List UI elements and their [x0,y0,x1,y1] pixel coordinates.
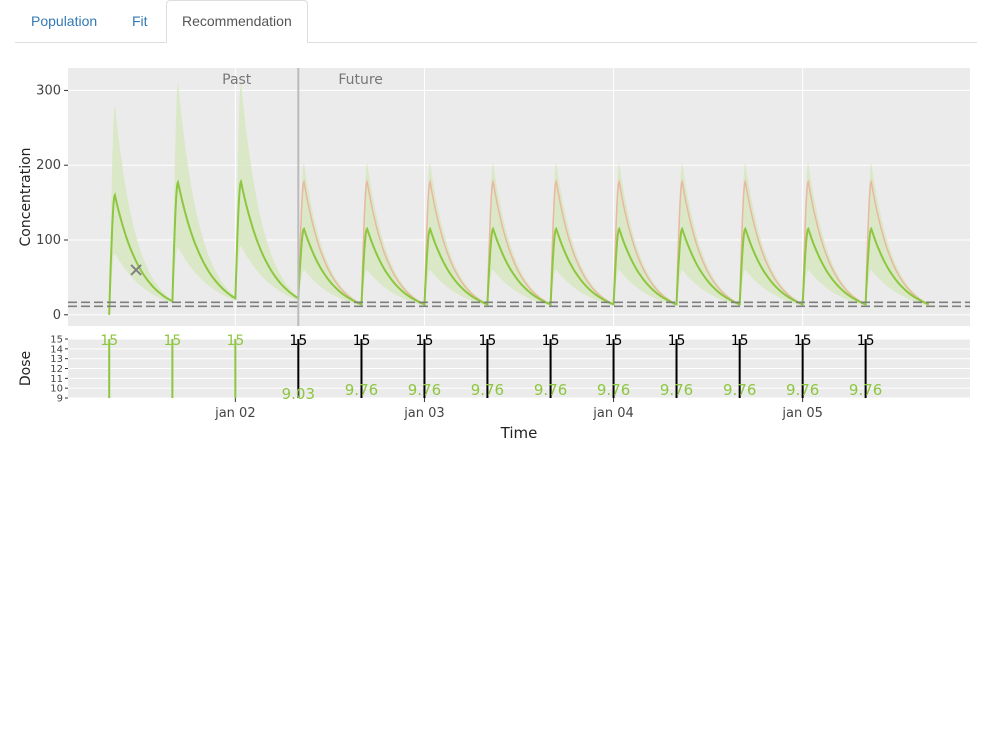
dose-value-label: 15 [857,333,875,349]
dose-bars: 15 15 15 15 9.03 15 9.76 15 9.76 15 9.76 15 9.76 15 9.… [100,333,882,403]
dose-value-label: 15 [416,333,434,349]
dose-axis-label: Dose [18,351,34,386]
population-curve-segment [801,179,866,305]
population-curve-segment [738,179,803,305]
recommended-dose-label: 9.76 [786,381,819,399]
dose-value-label: 15 [731,333,749,349]
recommended-dose-label: 9.76 [597,381,630,399]
recommended-dose-label: 9.76 [723,381,756,399]
dose-value-label: 15 [479,333,497,349]
time-tick-label: jan 05 [781,406,823,421]
dose-value-label: 15 [289,333,307,349]
conc-tick-label: 0 [53,308,61,323]
dose-value-label: 15 [226,333,244,349]
dose-tick-label: 12 [50,364,63,375]
dose-tick-label: 14 [50,344,63,355]
population-curve-segment [486,179,551,305]
population-curve-segment [675,179,741,305]
conc-tick-label: 300 [36,83,61,98]
dose-tick-label: 9 [57,394,63,405]
recommended-dose-label: 9.76 [660,381,693,399]
conc-tick-label: 200 [36,158,61,173]
dose-value-label: 15 [668,333,686,349]
recommended-dose-label: 9.76 [408,381,441,399]
predicted-curve-path [108,178,930,315]
dose-tick-label: 15 [50,335,63,346]
target-concentration-line [68,301,970,308]
population-curve-segment [423,179,488,305]
predicted-curve [108,178,930,315]
dose-tick-label: 13 [50,354,63,365]
observation-marker [130,264,142,276]
recommended-dose-label: 9.03 [282,385,315,403]
dose-value-label: 15 [163,333,181,349]
time-tick-label: jan 04 [592,406,634,421]
tab-bar: Population Fit Recommendation [15,0,977,43]
recommended-dose-label: 9.76 [534,381,567,399]
dose-tick-label: 11 [50,374,63,385]
future-annotation: Future [338,72,383,88]
population-curve [297,179,930,305]
time-tick-label: jan 02 [214,406,256,421]
dose-tick-label: 10 [50,384,63,395]
time-tick-label: jan 03 [403,406,445,421]
time-axis-label: Time [500,424,538,442]
observation-markers [130,264,142,276]
population-curve-segment [360,179,425,305]
population-curve-segment [864,179,930,305]
population-curve-segment [549,179,614,305]
population-curve-segment [297,179,362,305]
tab-fit[interactable]: Fit [132,13,148,29]
dose-value-label: 15 [605,333,623,349]
tab-recommendation[interactable]: Recommendation [166,0,308,43]
recommended-dose-label: 9.76 [849,381,882,399]
dose-value-label: 15 [353,333,371,349]
concentration-y-axis: 0 100 200 300 [36,83,68,323]
time-x-axis: jan 02 jan 03 jan 04 jan 05 [214,398,823,421]
conc-tick-label: 100 [36,233,61,248]
dose-value-label: 15 [542,333,560,349]
past-annotation: Past [222,72,252,88]
recommended-dose-label: 9.76 [471,381,504,399]
recommended-dose-label: 9.76 [345,381,378,399]
population-curve-segment [612,179,677,305]
concentration-axis-label: Concentration [18,147,34,246]
dose-value-label: 15 [100,333,118,349]
tab-population[interactable]: Population [31,13,98,29]
dose-value-label: 15 [794,333,812,349]
